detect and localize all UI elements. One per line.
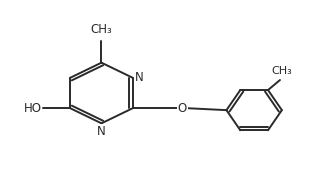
Text: N: N	[97, 125, 106, 138]
Text: O: O	[178, 102, 187, 115]
Text: CH₃: CH₃	[91, 23, 112, 36]
Text: CH₃: CH₃	[271, 66, 292, 76]
Text: N: N	[135, 71, 144, 84]
Text: HO: HO	[24, 102, 42, 115]
